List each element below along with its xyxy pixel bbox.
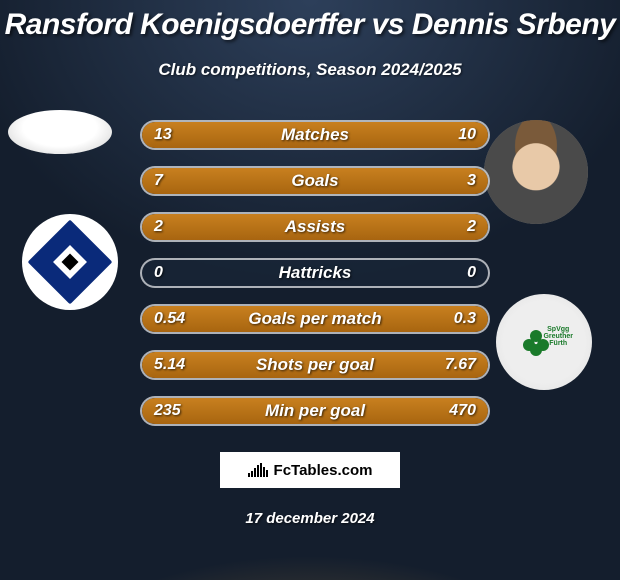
stat-row: 5.14 Shots per goal 7.67 bbox=[140, 350, 490, 380]
stat-row: 0 Hattricks 0 bbox=[140, 258, 490, 288]
stat-row: 0.54 Goals per match 0.3 bbox=[140, 304, 490, 334]
stat-fill-left bbox=[142, 168, 384, 194]
subtitle: Club competitions, Season 2024/2025 bbox=[0, 60, 620, 80]
stat-value-right: 7.67 bbox=[445, 356, 476, 374]
stat-value-right: 3 bbox=[467, 172, 476, 190]
club2-logo: SpVggGreutherFürth bbox=[496, 294, 592, 390]
stat-rows: 13 Matches 10 7 Goals 3 2 Assists 2 0 Hattricks 0 0.… bbox=[140, 120, 490, 442]
stat-value-left: 235 bbox=[154, 402, 181, 420]
stat-label: Shots per goal bbox=[256, 355, 374, 375]
stat-value-left: 7 bbox=[154, 172, 163, 190]
footer-badge: FcTables.com bbox=[220, 452, 400, 488]
bars-icon bbox=[248, 463, 268, 477]
club1-logo bbox=[22, 214, 118, 310]
player2-avatar bbox=[484, 120, 588, 224]
stat-label: Goals bbox=[291, 171, 338, 191]
stat-row: 2 Assists 2 bbox=[140, 212, 490, 242]
stat-row: 13 Matches 10 bbox=[140, 120, 490, 150]
stat-value-right: 0 bbox=[467, 264, 476, 282]
stat-value-right: 10 bbox=[458, 126, 476, 144]
stat-label: Assists bbox=[285, 217, 345, 237]
hsv-diamond-icon bbox=[28, 220, 113, 305]
stat-value-left: 2 bbox=[154, 218, 163, 236]
stats-area: SpVggGreutherFürth 13 Matches 10 7 Goals 3 2 As… bbox=[0, 120, 620, 440]
stat-value-left: 5.14 bbox=[154, 356, 185, 374]
date-label: 17 december 2024 bbox=[0, 510, 620, 527]
stat-label: Matches bbox=[281, 125, 349, 145]
stat-value-right: 2 bbox=[467, 218, 476, 236]
furth-clover-icon: SpVggGreutherFürth bbox=[519, 322, 569, 362]
stat-value-left: 13 bbox=[154, 126, 172, 144]
stat-row: 7 Goals 3 bbox=[140, 166, 490, 196]
stat-value-right: 470 bbox=[449, 402, 476, 420]
stat-row: 235 Min per goal 470 bbox=[140, 396, 490, 426]
player1-avatar bbox=[8, 110, 112, 154]
stat-label: Min per goal bbox=[265, 401, 365, 421]
avatar-face-icon bbox=[484, 120, 588, 224]
stat-value-left: 0.54 bbox=[154, 310, 185, 328]
page-title: Ransford Koenigsdoerffer vs Dennis Srben… bbox=[0, 0, 620, 42]
stat-value-right: 0.3 bbox=[454, 310, 476, 328]
footer-label: FcTables.com bbox=[274, 462, 373, 479]
stat-label: Hattricks bbox=[279, 263, 352, 283]
stat-value-left: 0 bbox=[154, 264, 163, 282]
stat-label: Goals per match bbox=[248, 309, 381, 329]
